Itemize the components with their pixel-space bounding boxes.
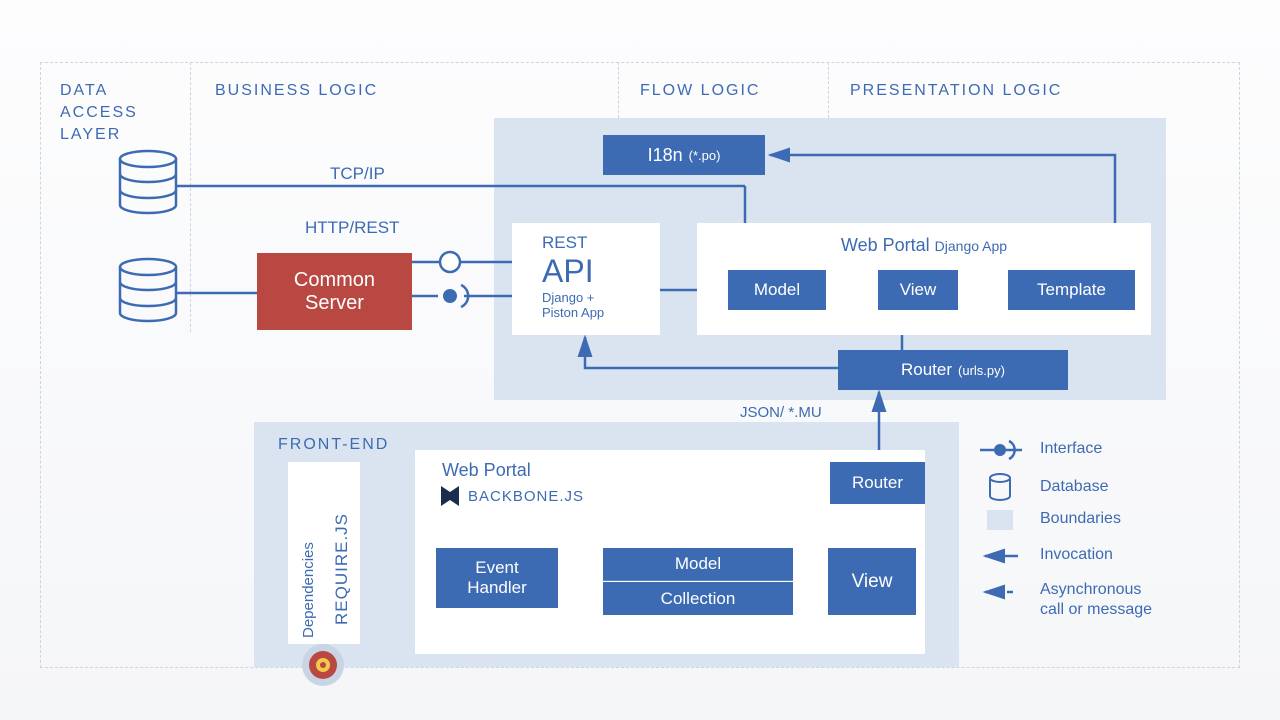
node-view-bb: View — [828, 548, 916, 615]
node-router-bb: Router — [830, 462, 925, 504]
label-dependencies: Dependencies — [300, 542, 317, 638]
label-flow: FLOW LOGIC — [640, 82, 760, 100]
node-template: Template — [1008, 270, 1135, 310]
legend-invocation: Invocation — [1040, 546, 1113, 564]
panel-rest-api: REST API Django + Piston App — [512, 223, 660, 335]
divider-flow-presentation — [828, 62, 829, 118]
legend-boundaries: Boundaries — [1040, 510, 1121, 528]
label-data-access: DATAACCESSLAYER — [60, 80, 138, 146]
legend-interface: Interface — [1040, 440, 1102, 458]
node-i18n: I18n (*.po) — [603, 135, 765, 175]
node-view: View — [878, 270, 958, 310]
label-tcpip: TCP/IP — [330, 164, 385, 184]
divider-data-business — [190, 62, 191, 332]
divider-business-flow — [618, 62, 619, 118]
label-backbonejs: BACKBONE.JS — [468, 488, 584, 505]
node-router-urls: Router (urls.py) — [838, 350, 1068, 390]
label-business: BUSINESS LOGIC — [215, 82, 378, 100]
requirejs-icon — [302, 644, 344, 686]
label-requirejs: REQUIRE.JS — [332, 513, 352, 625]
legend-async: Asynchronouscall or message — [1040, 580, 1152, 620]
node-common-server: Common Server — [257, 253, 412, 330]
node-model-bb: Model — [603, 548, 793, 581]
label-webportal-bb: Web Portal — [442, 460, 531, 481]
label-frontend: FRONT-END — [278, 436, 389, 454]
node-model: Model — [728, 270, 826, 310]
label-presentation: PRESENTATION LOGIC — [850, 82, 1062, 100]
label-json-mu: JSON/ *.MU — [740, 404, 822, 421]
node-collection: Collection — [603, 582, 793, 615]
label-httprest: HTTP/REST — [305, 218, 399, 238]
backbone-icon — [438, 484, 462, 508]
legend-database: Database — [1040, 478, 1109, 496]
node-event-handler: Event Handler — [436, 548, 558, 608]
